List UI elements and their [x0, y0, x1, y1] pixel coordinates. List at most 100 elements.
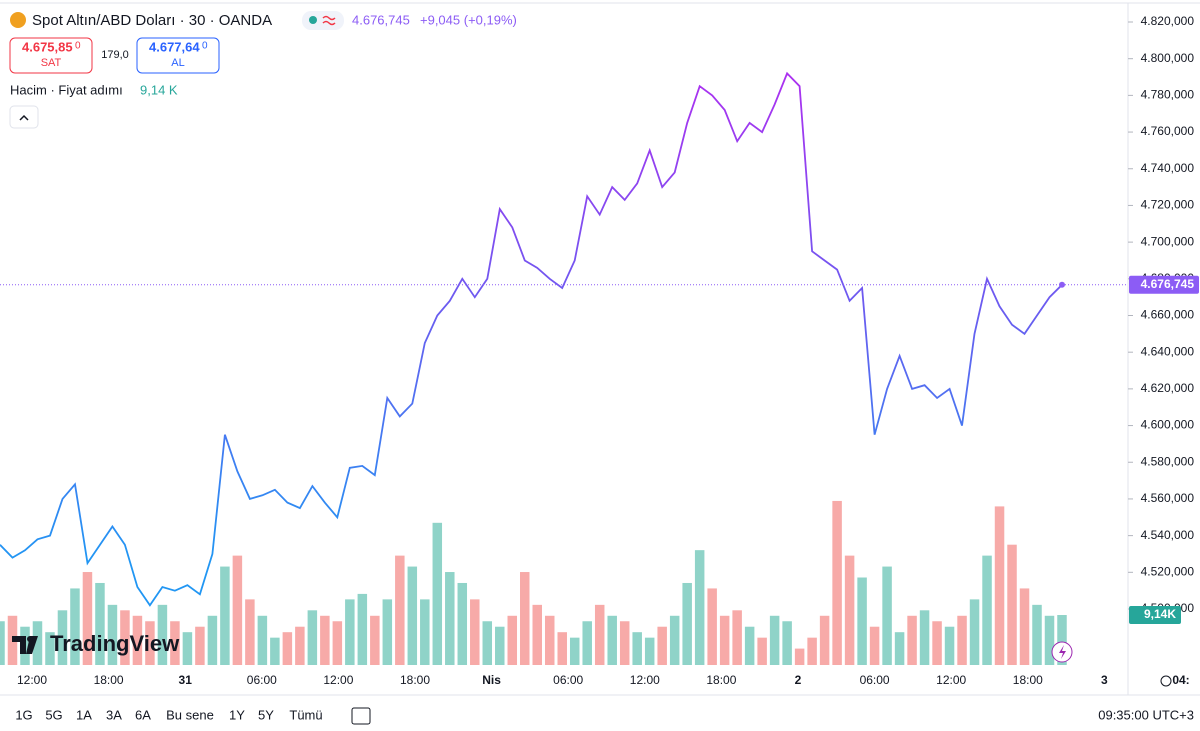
volume-bar: [0, 621, 5, 665]
volume-bar: [45, 632, 55, 665]
volume-bar: [682, 582, 692, 665]
range-button[interactable]: 6A: [135, 707, 151, 722]
buy-price: 4.677,64: [149, 39, 200, 54]
volume-bar: [307, 610, 318, 665]
logo-text: TradingView: [50, 631, 180, 656]
volume-bar: [395, 555, 405, 665]
x-tick-label: 18:00: [400, 673, 430, 687]
volume-bar: [207, 615, 218, 665]
calendar-icon[interactable]: [351, 707, 371, 725]
volume-bar: [370, 615, 380, 665]
volume-bar: [744, 626, 755, 665]
sell-price: 4.675,85: [22, 39, 73, 54]
sell-button[interactable]: [9, 37, 93, 74]
volume-bar: [120, 610, 130, 665]
range-button[interactable]: 1A: [76, 707, 92, 722]
x-tick-label: 12:00: [323, 673, 353, 687]
volume-bar: [607, 615, 617, 665]
range-button[interactable]: 1Y: [229, 707, 245, 722]
flash-icon: [1059, 645, 1066, 659]
volume-bar: [569, 637, 580, 665]
volume-bar: [807, 637, 817, 665]
y-tick-label: 4.620,000: [1141, 381, 1195, 395]
volume-bar: [907, 615, 917, 665]
volume-bar: [982, 555, 992, 665]
sell-label: SAT: [41, 57, 62, 69]
x-tick-label: 12:00: [17, 673, 47, 687]
volume-title: Hacim · Fiyat adımı: [10, 82, 123, 97]
buy-label: AL: [171, 57, 184, 69]
volume-bar: [482, 621, 493, 665]
x-tick-label: 18:00: [706, 673, 736, 687]
volume-bar: [857, 577, 867, 665]
volume-pane: [0, 500, 1067, 665]
volume-bar: [594, 604, 605, 665]
volume-bar: [95, 582, 105, 665]
volume-header-value: 9,14 K: [140, 82, 178, 97]
range-button[interactable]: 5G: [45, 707, 62, 722]
y-tick-label: 4.580,000: [1141, 454, 1195, 468]
volume-bar: [969, 599, 980, 665]
volume-bar: [669, 615, 680, 665]
range-button[interactable]: Bu sene: [166, 707, 214, 722]
volume-bar: [257, 615, 268, 665]
x-tick-label: 31: [179, 673, 193, 687]
y-tick-label: 4.660,000: [1141, 308, 1195, 322]
x-tick-label: 3: [1101, 673, 1108, 687]
y-tick-label: 4.520,000: [1141, 564, 1195, 578]
volume-bar: [245, 599, 255, 665]
volume-bar: [82, 572, 93, 665]
x-tick-label: Nis: [482, 673, 501, 687]
volume-bar: [195, 626, 205, 665]
volume-bar: [145, 621, 155, 665]
last-price-box: [1129, 275, 1199, 294]
range-button[interactable]: 3A: [106, 707, 122, 722]
y-tick-label: 4.760,000: [1141, 124, 1195, 138]
volume-bar: [832, 500, 842, 665]
volume-bar: [1032, 604, 1042, 665]
volume-bar: [557, 632, 567, 665]
volume-bar: [407, 566, 418, 665]
settings-icon[interactable]: [1160, 675, 1172, 687]
y-tick-label: 4.740,000: [1141, 161, 1195, 175]
last-price-label: 4.676,745: [1141, 277, 1195, 291]
volume-bar: [470, 599, 480, 665]
volume-bar: [220, 566, 230, 665]
volume-bar: [282, 632, 293, 665]
volume-bar: [894, 632, 905, 665]
y-tick-label: 4.780,000: [1141, 88, 1195, 102]
toolbar: 1G 5G 1A 3A 6A Bu sene 1Y 5Y Tümü 09:35:00 UTC+3: [15, 707, 1194, 722]
range-button[interactable]: 1G: [15, 707, 32, 722]
volume-bar: [957, 615, 967, 665]
symbol-title[interactable]: Spot Altın/ABD Doları · 30 · OANDA: [32, 12, 272, 29]
range-button[interactable]: 5Y: [258, 707, 274, 722]
clock[interactable]: 09:35:00 UTC+3: [1098, 707, 1194, 722]
buy-button[interactable]: [136, 37, 220, 74]
volume-bar: [844, 555, 855, 665]
volume-bar: [632, 632, 642, 665]
delayed-icon: [322, 15, 336, 26]
price-line: [0, 71, 1063, 607]
volume-bar: [769, 615, 780, 665]
status-pill[interactable]: [302, 11, 344, 30]
symbol-icon: [10, 12, 26, 28]
volume-bar: [232, 555, 243, 665]
volume-bar: [382, 599, 393, 665]
buy-digit: 0: [202, 41, 208, 52]
volume-bar: [1057, 615, 1067, 665]
x-tick-label: 06:00: [860, 673, 890, 687]
sell-digit: 0: [75, 41, 81, 52]
volume-bar: [782, 621, 792, 665]
volume-bar: [694, 550, 705, 665]
volume-bar: [1007, 544, 1017, 665]
y-tick-label: 4.720,000: [1141, 198, 1195, 212]
volume-bar: [295, 626, 305, 665]
volume-bar: [994, 506, 1005, 665]
volume-bar: [270, 637, 280, 665]
range-button[interactable]: Tümü: [289, 707, 322, 722]
last-volume-box: [1129, 606, 1181, 625]
volume-bar: [944, 626, 955, 665]
volume-bar: [819, 615, 830, 665]
x-tick-label: 2: [795, 673, 802, 687]
